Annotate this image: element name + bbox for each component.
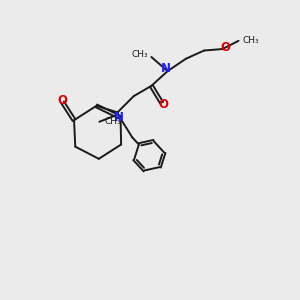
Text: O: O — [220, 41, 230, 54]
Text: CH₃: CH₃ — [105, 117, 121, 126]
Text: N: N — [161, 62, 171, 75]
Text: O: O — [58, 94, 68, 107]
Text: N: N — [114, 111, 124, 124]
Text: CH₃: CH₃ — [242, 36, 259, 45]
Text: CH₃: CH₃ — [131, 50, 148, 59]
Text: O: O — [158, 98, 168, 112]
